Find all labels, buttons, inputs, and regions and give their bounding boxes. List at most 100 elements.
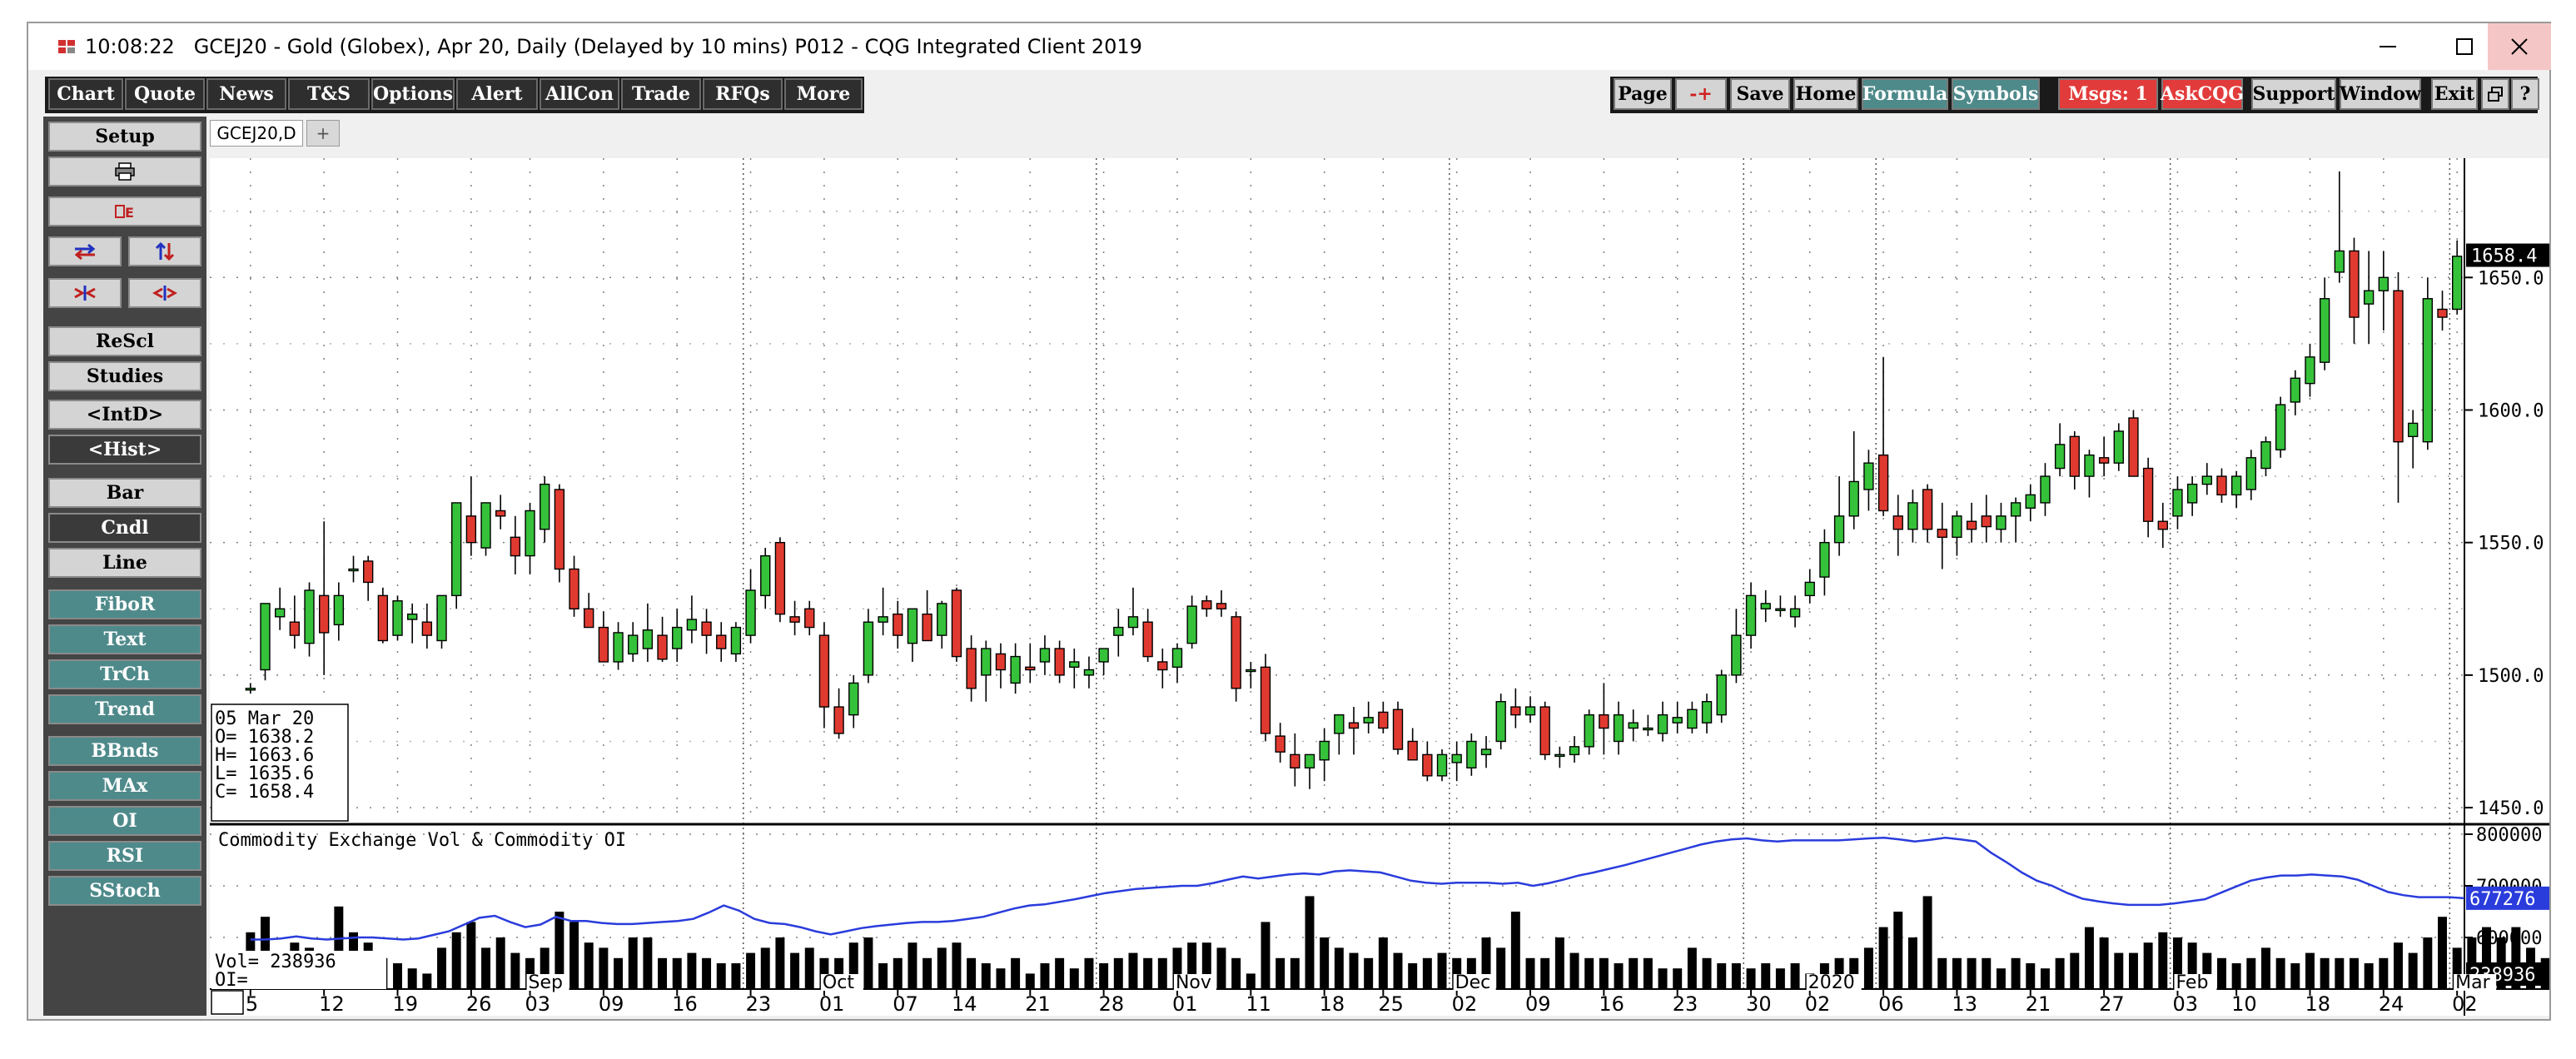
line-chart-button[interactable]: Line xyxy=(48,548,201,578)
candle-up xyxy=(1334,713,1345,734)
studies-button[interactable]: Studies xyxy=(48,361,201,391)
candle-down xyxy=(2437,308,2448,318)
add-tab-button[interactable]: + xyxy=(306,120,340,147)
date-axis-label: 30 xyxy=(1746,992,1772,1016)
menu-rfqs[interactable]: RFQs xyxy=(703,78,783,110)
restore-panel-button[interactable] xyxy=(2481,78,2509,110)
candle-up xyxy=(2113,430,2124,464)
open-interest-button[interactable]: OI xyxy=(48,806,201,836)
volume-bar xyxy=(495,937,505,989)
volume-bar xyxy=(466,922,476,989)
trend-line-button[interactable]: Trend xyxy=(48,694,201,724)
menu-chart[interactable]: Chart xyxy=(48,78,123,110)
candle-up xyxy=(2290,377,2300,403)
close-window-button[interactable] xyxy=(2488,23,2551,70)
candle-down xyxy=(1539,706,1550,756)
trend-channel-button[interactable]: TrCh xyxy=(48,659,201,689)
candle-up xyxy=(2201,475,2212,485)
candle-up xyxy=(1819,541,1830,578)
menu-allcon[interactable]: AllCon xyxy=(540,78,619,110)
save-button[interactable]: Save xyxy=(1730,78,1790,110)
candle-up xyxy=(2054,444,2066,470)
volume-bar xyxy=(760,947,770,989)
expand-button[interactable] xyxy=(128,278,201,308)
formula-button[interactable]: Formula xyxy=(1862,78,1948,110)
volume-bar xyxy=(1584,957,1594,989)
menu-news[interactable]: News xyxy=(206,78,286,110)
volume-bar xyxy=(422,973,432,989)
menu-alert[interactable]: Alert xyxy=(456,78,538,110)
help-button[interactable]: ? xyxy=(2511,78,2539,110)
volume-bar xyxy=(1996,968,2006,989)
volume-bar xyxy=(1496,947,1506,989)
rsi-button[interactable]: RSI xyxy=(48,841,201,871)
date-axis-label: 02 xyxy=(2452,992,2478,1016)
candle-up xyxy=(1319,740,1330,761)
candle-up xyxy=(2172,489,2183,517)
candle-up xyxy=(525,510,535,557)
candle-up xyxy=(1804,581,1815,597)
volume-bar xyxy=(2070,952,2080,989)
bollinger-bands-button[interactable]: BBnds xyxy=(48,736,201,766)
date-axis-label: 16 xyxy=(1599,992,1624,1016)
candle-up xyxy=(745,589,756,636)
rescale-button[interactable]: ReScl xyxy=(48,326,201,356)
month-label-bg xyxy=(820,974,863,991)
chart-panel[interactable]: 1450.0 1500.0 1550.0 1600.0 1650.0 1658.4 05 M… xyxy=(210,158,2576,1016)
scroll-horizontal-button[interactable] xyxy=(48,236,122,266)
scroll-vertical-button[interactable] xyxy=(128,236,201,266)
candle-up xyxy=(2084,454,2095,477)
menu-trade[interactable]: Trade xyxy=(621,78,701,110)
exit-button[interactable]: Exit xyxy=(2431,78,2478,110)
info-close: C= 1658.4 xyxy=(215,782,314,803)
month-label-bg xyxy=(2454,974,2497,991)
arrows-button[interactable]: -+ xyxy=(1675,78,1727,110)
page-button[interactable]: Page xyxy=(1614,78,1672,110)
moving-average-button[interactable]: MAx xyxy=(48,771,201,801)
compress-button[interactable] xyxy=(48,278,122,308)
volume-bar xyxy=(1055,957,1065,989)
menu-tns[interactable]: T&S xyxy=(288,78,370,110)
candle-down xyxy=(893,613,903,636)
menu-more[interactable]: More xyxy=(784,78,863,110)
volume-bar xyxy=(952,942,962,989)
candle-up xyxy=(274,608,286,618)
historical-button[interactable]: <Hist> xyxy=(48,435,201,465)
candle-down xyxy=(1348,722,1360,729)
candle-down xyxy=(1422,753,1433,777)
symbols-button[interactable]: Symbols xyxy=(1952,78,2040,110)
menu-options[interactable]: Options xyxy=(371,78,455,110)
bar-chart-button[interactable]: Bar xyxy=(48,478,201,508)
month-label-bg xyxy=(526,974,569,991)
window-button[interactable]: Window xyxy=(2340,78,2421,110)
fibonacci-retracement-button[interactable]: FiboR xyxy=(48,589,201,619)
volume-bar xyxy=(2408,952,2418,989)
setup-button[interactable]: Setup xyxy=(48,122,201,152)
maximize-button[interactable] xyxy=(2426,23,2503,70)
candle-up xyxy=(1436,753,1448,777)
menu-quote[interactable]: Quote xyxy=(125,78,205,110)
intraday-button[interactable]: <IntD> xyxy=(48,400,201,430)
volume-bar xyxy=(1246,973,1256,989)
minimize-button[interactable] xyxy=(2350,23,2426,70)
scroll-cursor-box xyxy=(211,990,244,1015)
candle-up xyxy=(672,626,683,649)
candle-down xyxy=(995,653,1007,671)
candle-up xyxy=(1186,605,1197,644)
candle-up xyxy=(2451,256,2463,311)
text-tool-button[interactable]: Text xyxy=(48,624,201,654)
candle-chart-button[interactable]: Cndl xyxy=(48,513,201,543)
tab-gcej20[interactable]: GCEJ20,D xyxy=(210,120,303,147)
candle-up xyxy=(1069,661,1080,669)
volume-bar xyxy=(819,957,829,989)
home-button[interactable]: Home xyxy=(1793,78,1858,110)
delete-study-button[interactable]: E xyxy=(48,196,201,226)
volume-bar xyxy=(1364,957,1374,989)
support-button[interactable]: Support xyxy=(2251,78,2336,110)
print-button[interactable] xyxy=(48,157,201,186)
messages-button[interactable]: Msgs: 1 xyxy=(2058,78,2158,110)
slow-stochastic-button[interactable]: SStoch xyxy=(48,876,201,906)
volume-bar xyxy=(1128,952,1138,989)
askcqg-button[interactable]: AskCQG xyxy=(2161,78,2244,110)
